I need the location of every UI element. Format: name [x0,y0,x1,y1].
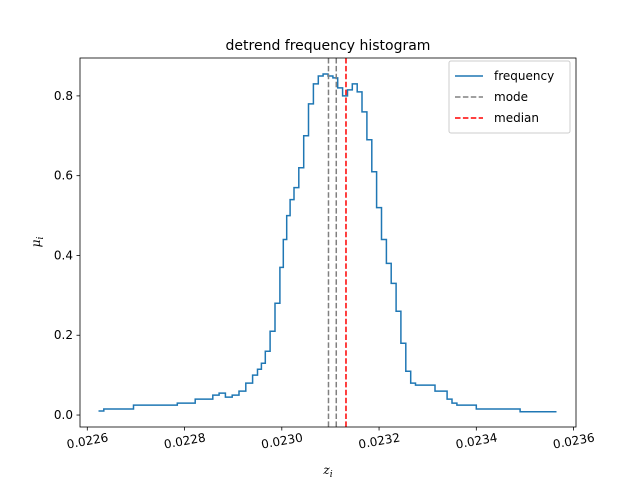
x-tick-label: 0.0230 [260,430,304,451]
series-frequency-line [98,73,557,413]
y-tick-label: 0.4 [54,248,73,262]
legend-median-label: median [494,111,539,125]
chart-title: detrend frequency histogram [226,38,431,54]
legend: frequency mode median [448,60,571,134]
x-tick-label: 0.0234 [455,430,499,451]
y-axis-label: μi [29,237,46,248]
legend-frequency-label: frequency [494,69,554,83]
x-axis-ticks: 0.0226 0.0228 0.0230 0.0232 0.0234 0.0236 [66,427,596,452]
y-tick-label: 0.2 [54,328,73,342]
x-tick-label: 0.0228 [163,430,207,451]
y-axis-ticks: 0.0 0.2 0.4 0.6 0.8 [54,89,80,422]
x-axis-label: zi [322,463,332,480]
y-tick-label: 0.0 [54,408,73,422]
plot-area [79,57,577,428]
x-tick-label: 0.0226 [66,430,110,451]
x-tick-label: 0.0232 [357,430,401,451]
y-tick-label: 0.6 [54,169,73,183]
legend-box [448,60,571,134]
x-tick-label: 0.0236 [552,430,596,451]
axes-frame [79,57,577,428]
y-tick-label: 0.8 [54,89,73,103]
legend-mode-label: mode [494,90,528,104]
